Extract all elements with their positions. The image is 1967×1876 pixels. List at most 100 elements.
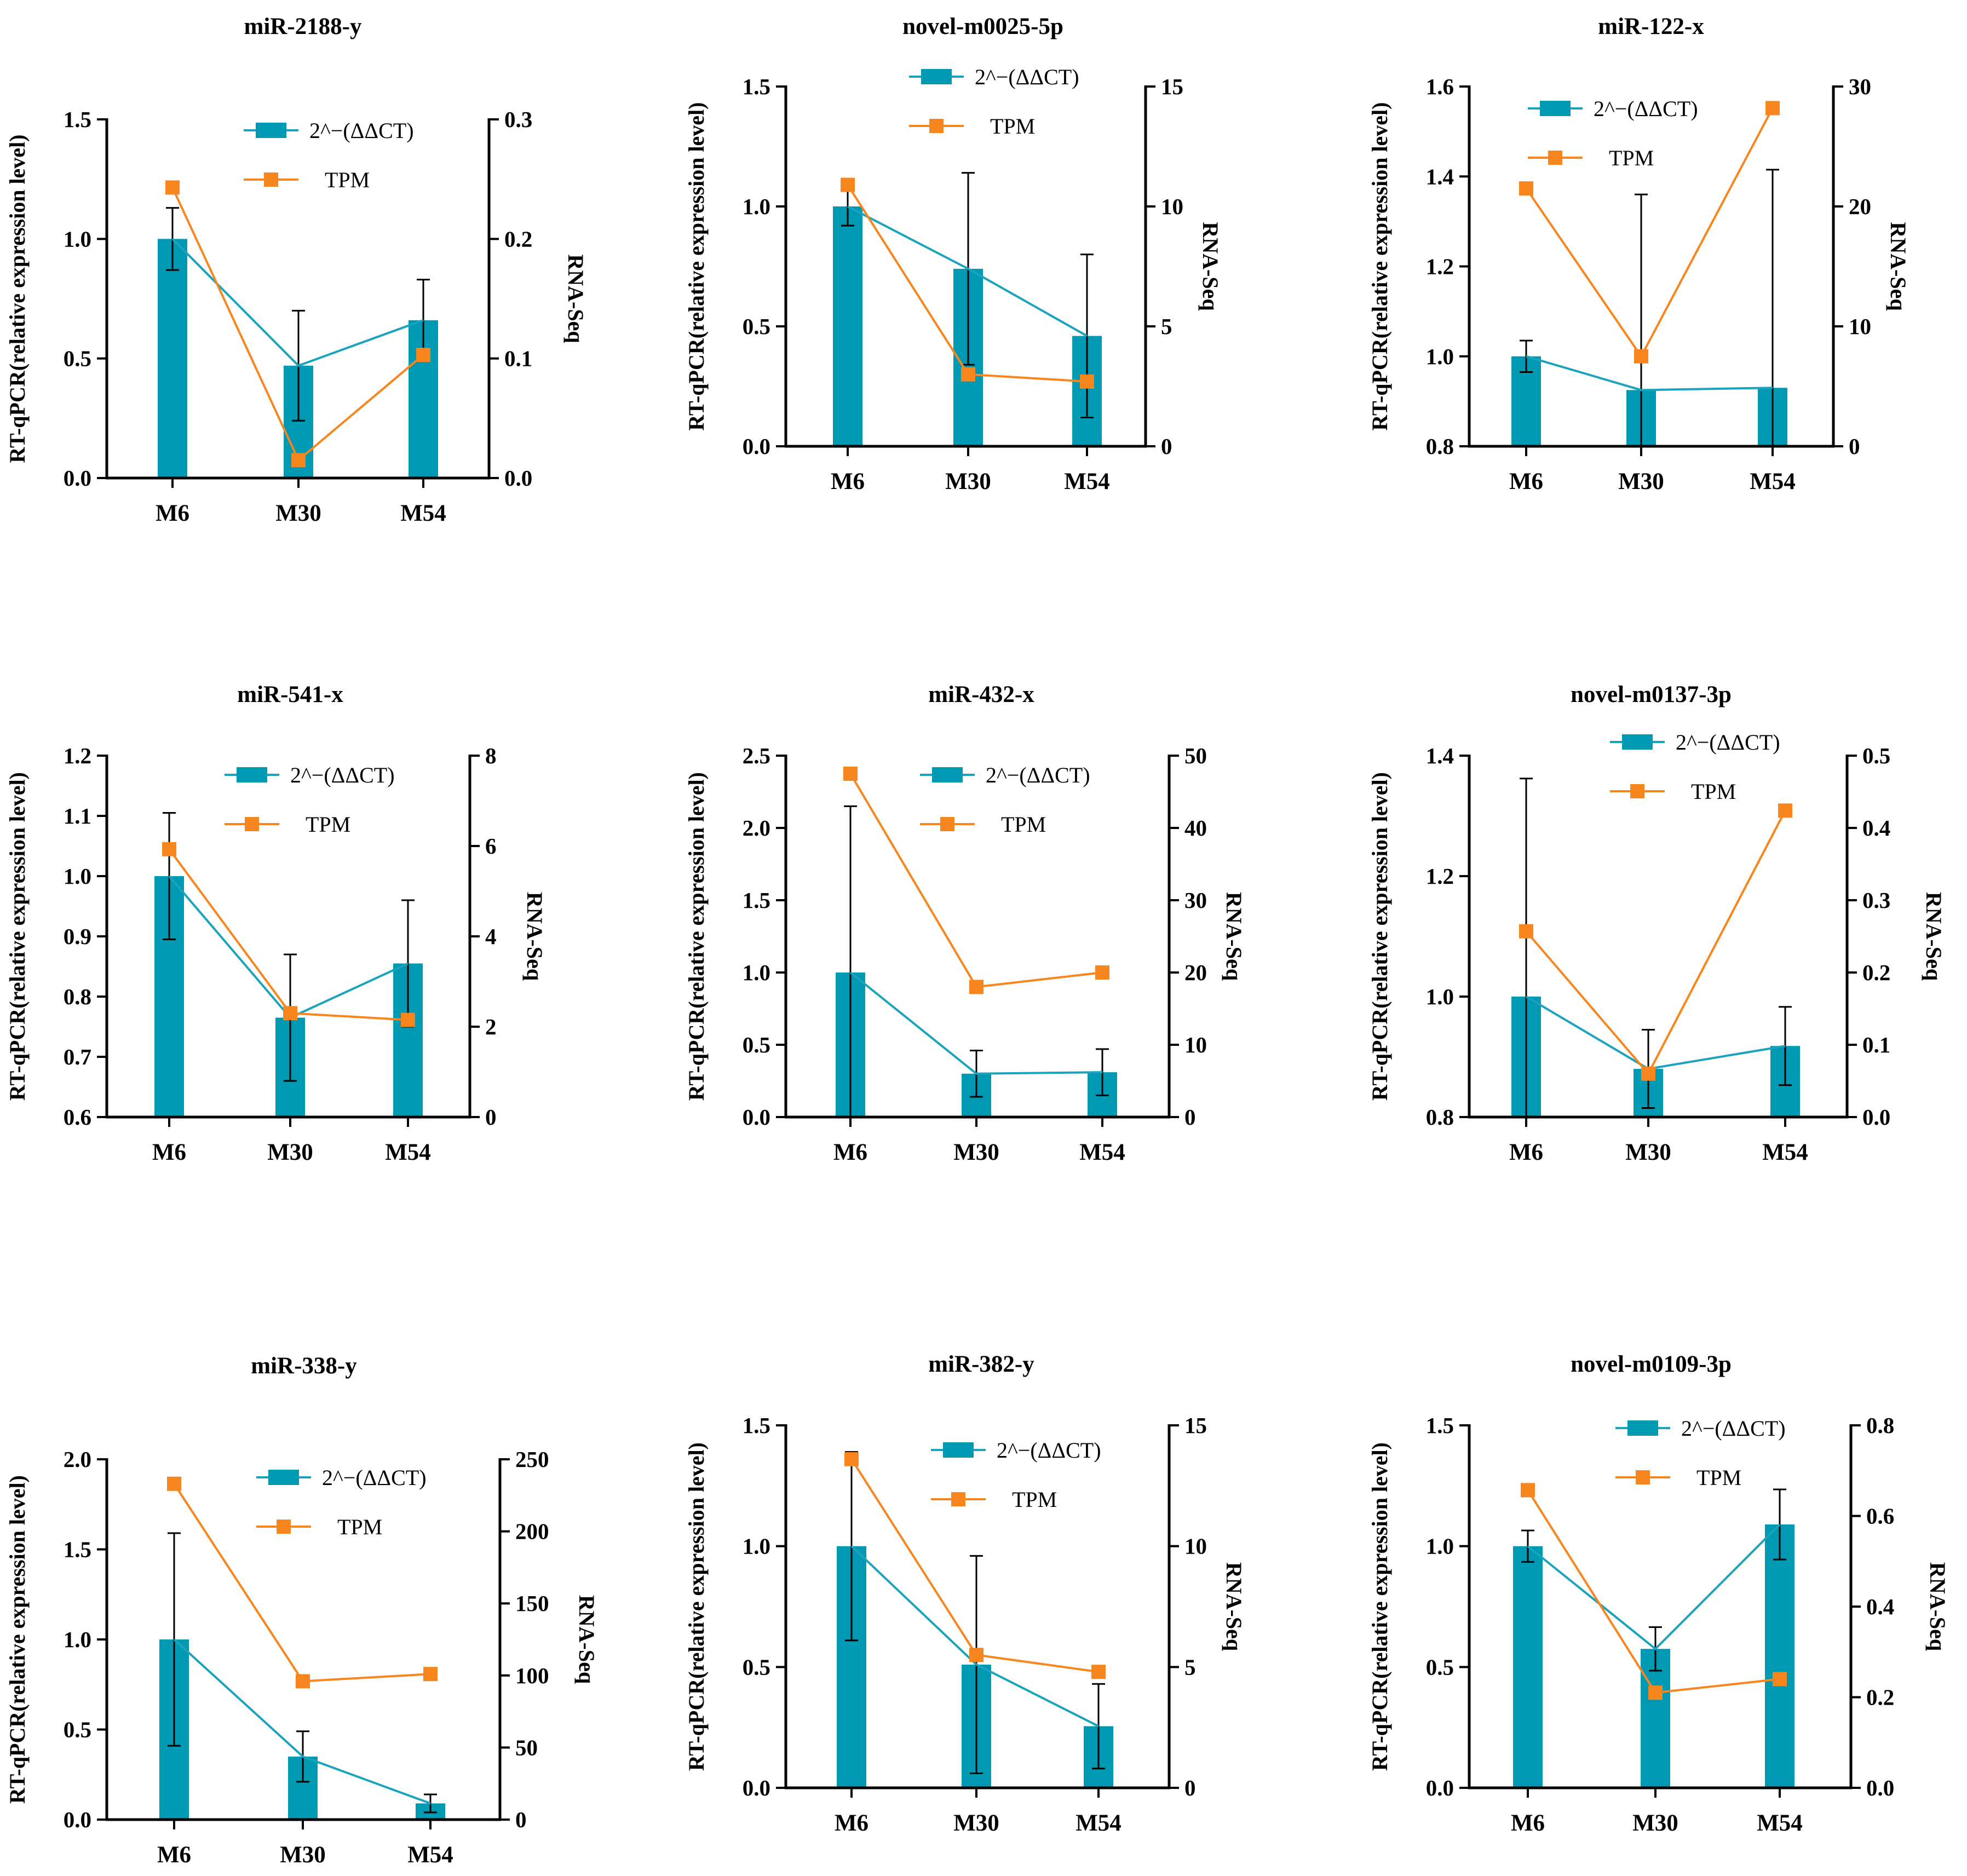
right-tick-label: 250	[515, 1447, 549, 1472]
tpm-point-M54	[1080, 374, 1094, 389]
left-tick-label: 2.0	[743, 815, 770, 841]
legend-marker-tpm	[245, 817, 259, 831]
legend-label-rtqpcr: 2^−(ΔΔCT)	[1594, 96, 1698, 121]
x-tick-label-M30: M30	[953, 1810, 999, 1836]
right-tick-label: 0	[1184, 1104, 1196, 1130]
right-tick-label: 15	[1184, 1413, 1207, 1438]
legend-marker-tpm	[951, 1492, 965, 1506]
chart-panel-9: novel-m0109-3p 0.0 0.5 1.0 1.5 0.0 0.2 0.4 0.6 0.…	[1367, 1351, 1950, 1836]
left-tick-label: 1.5	[743, 1413, 770, 1438]
tpm-point-M30	[291, 453, 306, 468]
chart-panel-8: miR-382-y 0.0 0.5 1.0 1.5 0 5 10 15 M6 M30 M54 RT-qP…	[684, 1351, 1246, 1836]
tpm-point-M30	[969, 980, 984, 994]
right-tick-label: 10	[1184, 1534, 1207, 1559]
rtqpcr-line	[1527, 1523, 1781, 1650]
right-tick-label: 10	[1184, 1032, 1207, 1057]
left-tick-label: 1.0	[1426, 1534, 1454, 1559]
legend: 2^−(ΔΔCT) TPM	[1528, 96, 1698, 170]
right-tick-label: 0.0	[504, 465, 532, 491]
x-tick-label-M6: M6	[157, 1842, 191, 1868]
left-tick-label: 0.0	[64, 1807, 91, 1832]
left-tick-label: 1.0	[1426, 344, 1454, 369]
right-axis-title: RNA-Seq	[563, 254, 588, 343]
chart-panel-5: miR-432-x 0.0 0.5 1.0 1.5 2.0 2.5 0 10 20 30 40 50 M6…	[684, 682, 1246, 1165]
x-tick-label-M30: M30	[953, 1140, 999, 1165]
right-tick-label: 10	[1849, 314, 1871, 339]
left-tick-label: 1.0	[743, 194, 770, 219]
chart-title: miR-338-y	[251, 1353, 357, 1379]
left-axis-title: RT-qPCR(relative expression level)	[684, 772, 709, 1101]
right-tick-label: 0.1	[504, 346, 532, 371]
bar-M54	[1765, 1524, 1795, 1788]
chart-panel-1: miR-2188-y 0.0 0.5 1.0 1.5 0.0 0.1 0.2 0.3 M6 M30 M…	[5, 14, 588, 526]
x-tick-label-M54: M54	[1757, 1810, 1803, 1836]
left-tick-label: 0.5	[1426, 1654, 1454, 1679]
left-tick-label: 1.5	[64, 107, 91, 132]
chart-title: novel-m0137-3p	[1571, 682, 1732, 707]
x-tick-label-M54: M54	[407, 1842, 453, 1868]
x-tick-label-M6: M6	[1511, 1810, 1545, 1836]
right-tick-label: 5	[1161, 314, 1172, 339]
tpm-point-M54	[401, 1012, 415, 1027]
tpm-point-M30	[961, 367, 975, 382]
right-tick-label: 200	[515, 1519, 549, 1544]
left-axis-title: RT-qPCR(relative expression level)	[5, 135, 30, 463]
x-tick-label-M54: M54	[1075, 1810, 1121, 1836]
x-tick-label-M54: M54	[1762, 1140, 1808, 1165]
legend-label-tpm: TPM	[1001, 812, 1046, 837]
rtqpcr-line	[847, 205, 1088, 337]
error-bar-M54	[424, 1793, 437, 1814]
tpm-point-M30	[969, 1648, 984, 1662]
legend-label-tpm: TPM	[1696, 1465, 1741, 1490]
tpm-point-M54	[1765, 101, 1780, 116]
chart-title: miR-2188-y	[244, 14, 362, 39]
x-tick-label-M30: M30	[275, 500, 321, 526]
tpm-point-M54	[1778, 803, 1792, 818]
x-tick-label-M6: M6	[1509, 469, 1543, 494]
right-tick-label: 0.1	[1862, 1032, 1890, 1057]
left-tick-label: 2.0	[64, 1447, 91, 1472]
tpm-point-M6	[843, 767, 858, 781]
right-axis-title: RNA-Seq	[1222, 892, 1246, 981]
left-tick-label: 1.0	[743, 1534, 770, 1559]
legend-label-tpm: TPM	[325, 168, 370, 192]
bar-M30	[1641, 1649, 1670, 1788]
legend-swatch-rtqpcr	[1627, 1420, 1658, 1436]
left-tick-label: 0.8	[1426, 434, 1454, 459]
right-tick-label: 0.4	[1862, 815, 1890, 841]
left-tick-label: 0.5	[64, 346, 91, 371]
left-tick-label: 0.5	[743, 1654, 770, 1679]
right-tick-label: 20	[1849, 194, 1871, 219]
right-tick-label: 30	[1184, 888, 1207, 913]
left-tick-label: 1.0	[64, 1627, 91, 1652]
left-tick-label: 0.0	[743, 1104, 770, 1130]
x-tick-label-M6: M6	[835, 1810, 869, 1836]
chart-title: novel-m0025-5p	[902, 14, 1063, 39]
chart-title: miR-122-x	[1598, 14, 1704, 39]
tpm-line	[849, 773, 1103, 988]
chart-panel-3: miR-122-x 0.8 1.0 1.2 1.4 1.6 0 10 20 30 M6 M30 M54 R…	[1367, 14, 1911, 494]
right-tick-label: 0.5	[1862, 743, 1890, 768]
legend-label-rtqpcr: 2^−(ΔΔCT)	[290, 763, 395, 787]
legend-label-tpm: TPM	[990, 114, 1035, 139]
x-tick-label-M30: M30	[1625, 1140, 1671, 1165]
tpm-point-M30	[1641, 1066, 1655, 1081]
tpm-point-M6	[1519, 924, 1533, 939]
right-axis-title: RNA-Seq	[1222, 1562, 1246, 1651]
x-tick-label-M30: M30	[267, 1140, 313, 1165]
x-tick-label-M6: M6	[833, 1140, 867, 1165]
legend-label-rtqpcr: 2^−(ΔΔCT)	[1681, 1416, 1786, 1441]
left-tick-label: 0.7	[64, 1044, 91, 1069]
left-tick-label: 0.8	[1426, 1104, 1454, 1130]
bar-M6	[833, 206, 862, 446]
left-tick-label: 0.6	[64, 1104, 91, 1130]
legend: 2^−(ΔΔCT) TPM	[256, 1465, 427, 1539]
chart-panel-6: novel-m0137-3p 0.8 1.0 1.2 1.4 0.0 0.1 0.2 0.3 0.…	[1367, 682, 1946, 1165]
tpm-point-M54	[1773, 1672, 1787, 1687]
tpm-point-M6	[165, 180, 180, 195]
right-tick-label: 0.6	[1866, 1504, 1894, 1529]
rtqpcr-line	[173, 1638, 431, 1805]
right-tick-label: 0	[485, 1104, 497, 1130]
legend-label-rtqpcr: 2^−(ΔΔCT)	[322, 1465, 427, 1490]
right-tick-label: 0.3	[504, 107, 532, 132]
